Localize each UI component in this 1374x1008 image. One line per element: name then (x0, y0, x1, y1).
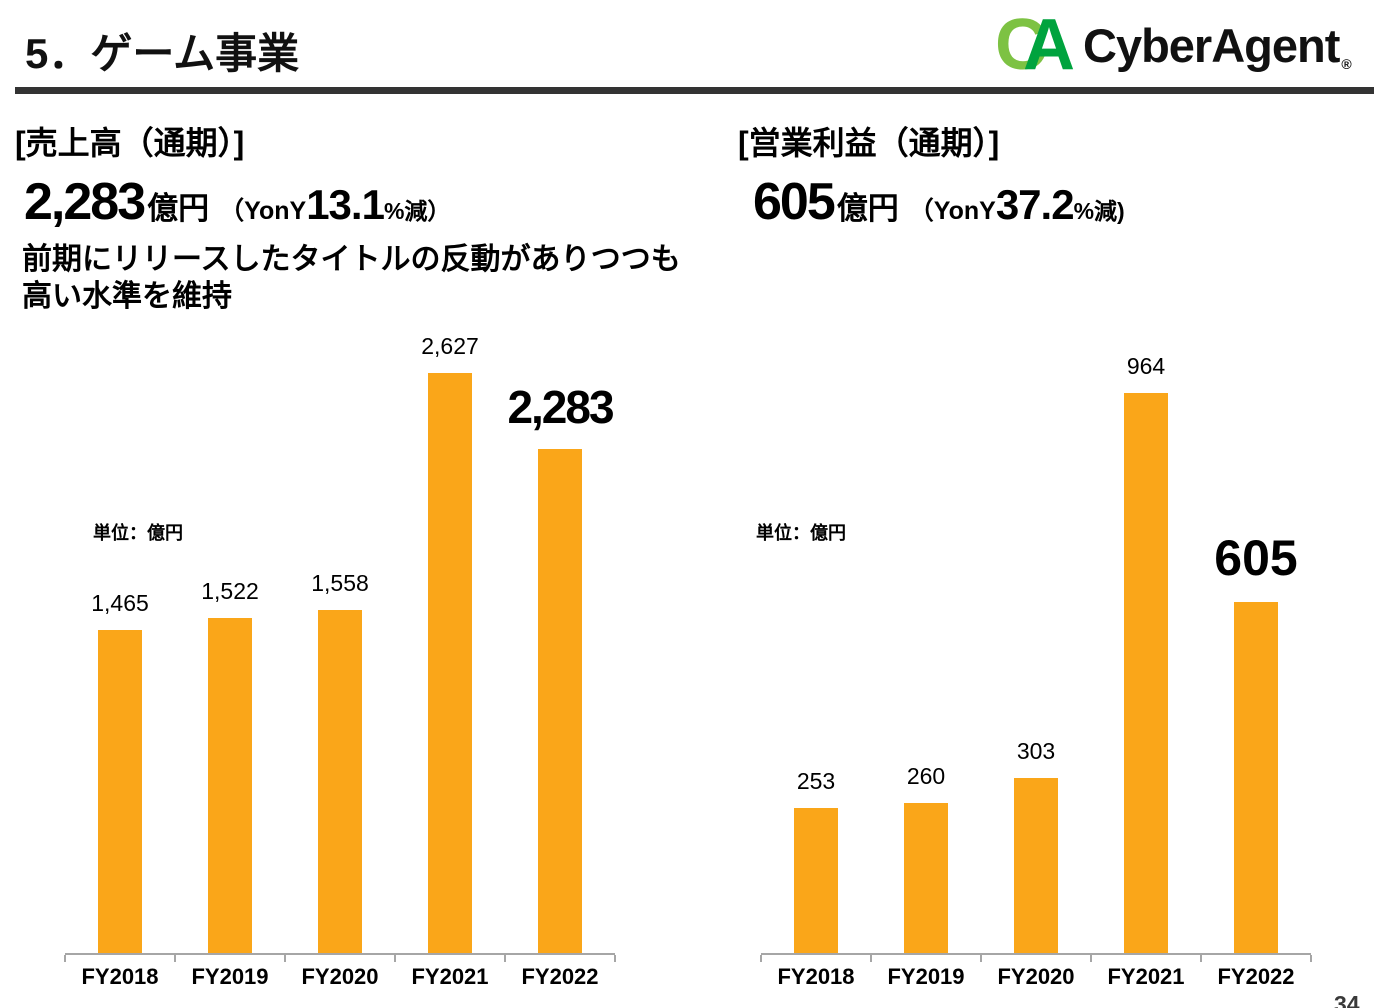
logo-letter-c: C (995, 5, 1047, 85)
x-axis-category-label: FY2022 (1217, 964, 1295, 989)
bar (1234, 602, 1278, 955)
revenue-headline: 2,283 億円 （YonY 13.1 %減） (24, 172, 450, 232)
x-axis-category-label: FY2019 (191, 964, 269, 989)
operating-profit-section-title: [営業利益（通期）] (738, 125, 1000, 161)
bar-value-label: 1,558 (311, 569, 369, 596)
axis-tick (174, 955, 176, 962)
bar-slot: 260 (871, 763, 981, 955)
logo-letter-a: A (1023, 5, 1075, 85)
x-axis-category-label: FY2018 (777, 964, 855, 989)
bar-value-label: 303 (1016, 738, 1056, 765)
axis-tick (1200, 955, 1202, 962)
axis-tick (760, 955, 762, 962)
axis-tick (614, 955, 616, 962)
page-title: 5．ゲーム事業 (25, 30, 300, 77)
bar (98, 630, 142, 955)
x-axis-category-label: FY2022 (521, 964, 599, 989)
registered-trademark-icon: ® (1341, 56, 1352, 72)
x-axis-category-label: FY2020 (997, 964, 1075, 989)
axis-tick (980, 955, 982, 962)
bar (1014, 778, 1058, 955)
operating-profit-unit-label: 単位：億円 (756, 523, 846, 543)
x-axis-category-label: FY2018 (81, 964, 159, 989)
operating-profit-yoy-suffix: %減) (1073, 198, 1125, 224)
axis-tick (64, 955, 66, 962)
revenue-section-title: [売上高（通期）] (15, 125, 245, 161)
bar-value-label: 605 (1214, 530, 1298, 587)
axis-tick (284, 955, 286, 962)
x-axis-category-label: FY2021 (1107, 964, 1185, 989)
operating-profit-headline: 605 億円 （YonY 37.2 %減) (753, 172, 1125, 232)
axis-tick (1090, 955, 1092, 962)
bar (428, 373, 472, 955)
operating-profit-x-axis-labels: FY2018 FY2019 FY2020 FY2021 FY2022 (761, 964, 1311, 990)
revenue-amount-unit: 億円 (147, 191, 210, 226)
bar-value-label: 1,465 (91, 590, 149, 617)
logo-wordmark: CyberAgent (1083, 18, 1340, 72)
bar-slot: 303 (981, 738, 1091, 955)
revenue-description-line2: 高い水準を維持 (22, 280, 232, 313)
operating-profit-amount: 605 (753, 173, 836, 231)
axis-tick (1310, 955, 1312, 962)
bar-slot: 2,627 (395, 333, 505, 955)
axis-tick (394, 955, 396, 962)
bar (208, 617, 252, 955)
bar (318, 609, 362, 955)
revenue-plot-area: 1,465 1,522 1,558 2,627 2,283 (64, 303, 616, 962)
bar-value-label: 253 (796, 767, 836, 794)
bar-slot: 964 (1091, 353, 1201, 955)
title-underline (15, 87, 1374, 94)
bar-slot: 1,558 (285, 570, 395, 955)
x-axis-category-label: FY2019 (887, 964, 965, 989)
bar-value-label: 260 (906, 763, 946, 790)
page-number: 34 (1334, 991, 1360, 1008)
operating-profit-yoy-value: 37.2 (995, 181, 1075, 228)
revenue-amount: 2,283 (24, 173, 146, 231)
operating-profit-plot-area: 253 260 303 964 605 (760, 323, 1312, 962)
bar-value-label: 1,522 (201, 577, 259, 604)
bar-value-label: 2,283 (507, 381, 614, 434)
revenue-bar-chart: 1,465 1,522 1,558 2,627 2,283 FY2018 FY2019 FY… (64, 303, 616, 990)
bar-slot: 253 (761, 768, 871, 955)
x-axis-line (65, 953, 615, 955)
bar (538, 449, 582, 955)
bar-slot: 1,522 (175, 578, 285, 955)
revenue-description: 前期にリリースしたタイトルの反動がありつつも 高い水準を維持 (22, 241, 681, 315)
x-axis-category-label: FY2021 (411, 964, 489, 989)
axis-tick (504, 955, 506, 962)
revenue-yoy-suffix: %減） (383, 198, 451, 224)
operating-profit-bar-chart: 253 260 303 964 605 FY2018 FY2019 FY2020 FY2021… (760, 323, 1312, 990)
operating-profit-yoy-prefix: （YonY (908, 197, 996, 225)
bar-slot: 1,465 (65, 590, 175, 955)
bar-slot: 2,283 (505, 380, 615, 955)
bar-slot: 605 (1201, 529, 1311, 955)
operating-profit-amount-unit: 億円 (836, 191, 899, 226)
bar (904, 803, 948, 955)
x-axis-line (761, 953, 1311, 955)
revenue-description-line1: 前期にリリースしたタイトルの反動がありつつも (22, 243, 681, 276)
bar (794, 807, 838, 955)
revenue-yoy-value: 13.1 (306, 181, 385, 228)
revenue-unit-label: 単位：億円 (93, 523, 183, 543)
bar-value-label: 964 (1126, 353, 1166, 379)
bar (1124, 393, 1168, 955)
revenue-yoy-prefix: （YonY (219, 197, 307, 225)
revenue-x-axis-labels: FY2018 FY2019 FY2020 FY2021 FY2022 (65, 964, 615, 990)
bar-value-label: 2,627 (421, 333, 479, 359)
x-axis-category-label: FY2020 (301, 964, 379, 989)
axis-tick (870, 955, 872, 962)
